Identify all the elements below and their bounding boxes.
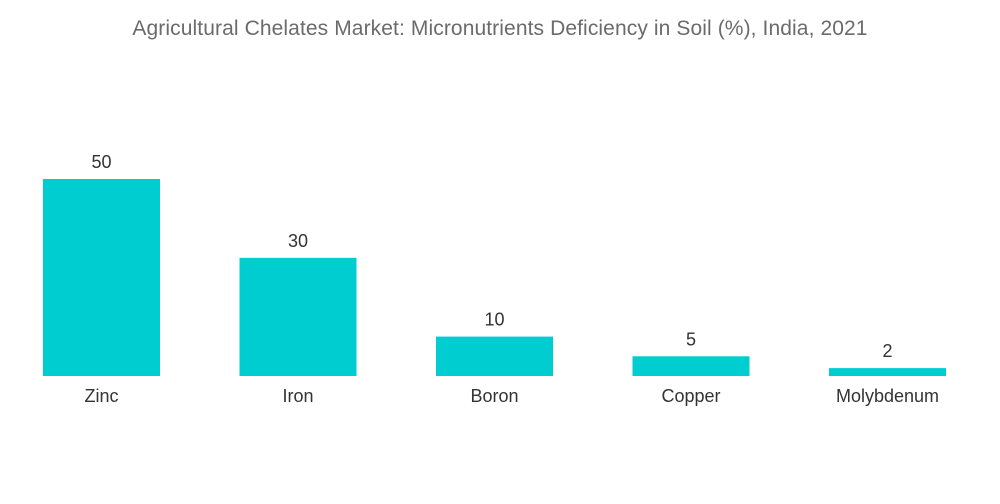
category-label-copper: Copper <box>661 386 720 406</box>
value-label-iron: 30 <box>288 231 308 251</box>
bar-copper <box>632 356 750 376</box>
value-label-zinc: 50 <box>91 152 111 172</box>
bar-iron <box>239 257 357 376</box>
bars-layer <box>43 179 946 376</box>
chart-title: Agricultural Chelates Market: Micronutri… <box>132 17 868 40</box>
bar-molybdenum <box>829 368 946 376</box>
category-labels-layer: Zinc Iron Boron Copper Molybdenum <box>84 386 939 406</box>
bar-boron <box>436 336 553 376</box>
value-label-boron: 10 <box>484 310 504 330</box>
value-labels-layer: 50 30 10 5 2 <box>91 152 892 361</box>
bar-zinc <box>43 179 160 376</box>
category-label-molybdenum: Molybdenum <box>836 386 939 406</box>
value-label-copper: 5 <box>686 329 696 349</box>
category-label-boron: Boron <box>470 386 518 406</box>
category-label-iron: Iron <box>282 386 313 406</box>
value-label-molybdenum: 2 <box>882 341 892 361</box>
category-label-zinc: Zinc <box>84 386 118 406</box>
